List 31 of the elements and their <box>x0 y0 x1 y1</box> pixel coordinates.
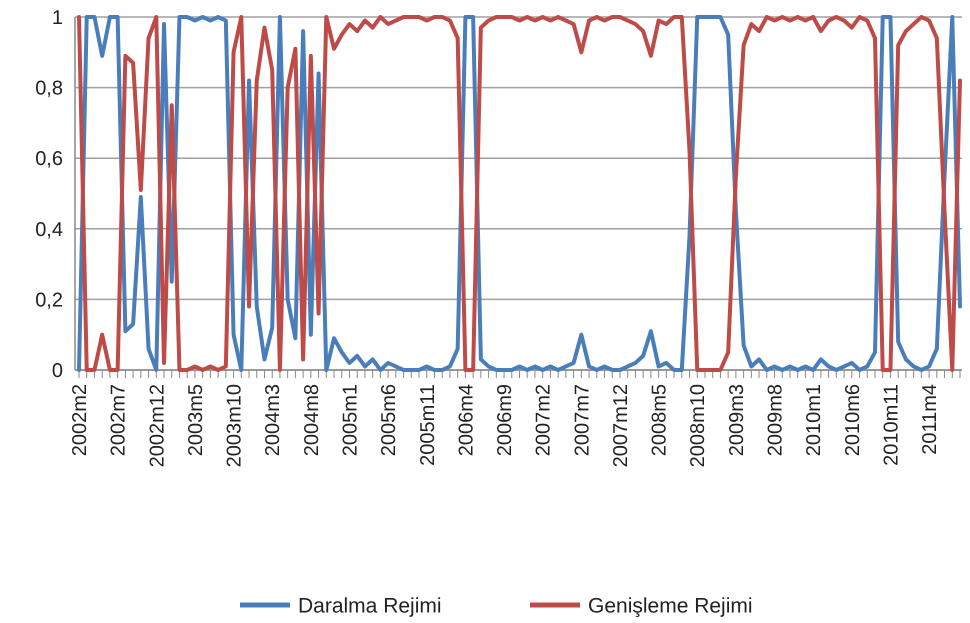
y-tick-label: 0,4 <box>35 218 63 241</box>
x-tick-label: 2002m12 <box>146 384 168 468</box>
x-tick-label: 2007m12 <box>610 384 632 468</box>
x-tick-label: 2008m5 <box>648 384 671 456</box>
x-tick-label: 2005m1 <box>339 384 362 456</box>
x-tick-label: 2005m6 <box>378 384 400 456</box>
legend-label: Daralma Rejimi <box>298 594 442 618</box>
x-tick-label: 2007m2 <box>532 384 555 456</box>
legend-label: Genişleme Rejimi <box>588 594 753 618</box>
x-tick-label: 2003m10 <box>224 384 246 468</box>
y-tick-label: 1 <box>52 7 63 29</box>
x-tick-label: 2008m10 <box>687 384 710 468</box>
x-tick-label: 2010m6 <box>842 384 864 456</box>
x-tick-label: 2006m9 <box>494 384 516 456</box>
y-tick-label: 0 <box>52 360 63 382</box>
x-tick-label: 2003m5 <box>184 384 207 456</box>
x-tick-label: 2011m4 <box>919 384 942 455</box>
x-tick-label: 2005m11 <box>416 384 439 466</box>
x-tick-label: 2004m3 <box>262 384 284 456</box>
y-tick-label: 0,2 <box>35 289 63 312</box>
x-tick-label: 2009m8 <box>764 384 787 456</box>
x-tick-label: 2006m4 <box>455 384 478 456</box>
x-tick-label: 2010m1 <box>803 384 826 456</box>
y-tick-label: 0,6 <box>35 148 63 170</box>
y-tick-label: 0,8 <box>35 78 63 100</box>
x-tick-label: 2002m2 <box>69 384 91 456</box>
x-tick-label: 2010m11 <box>880 384 902 466</box>
x-tick-label: 2002m7 <box>108 384 130 456</box>
x-tick-label: 2004m8 <box>300 384 323 456</box>
x-tick-label: 2009m3 <box>726 384 748 456</box>
x-tick-label: 2007m7 <box>571 384 594 456</box>
